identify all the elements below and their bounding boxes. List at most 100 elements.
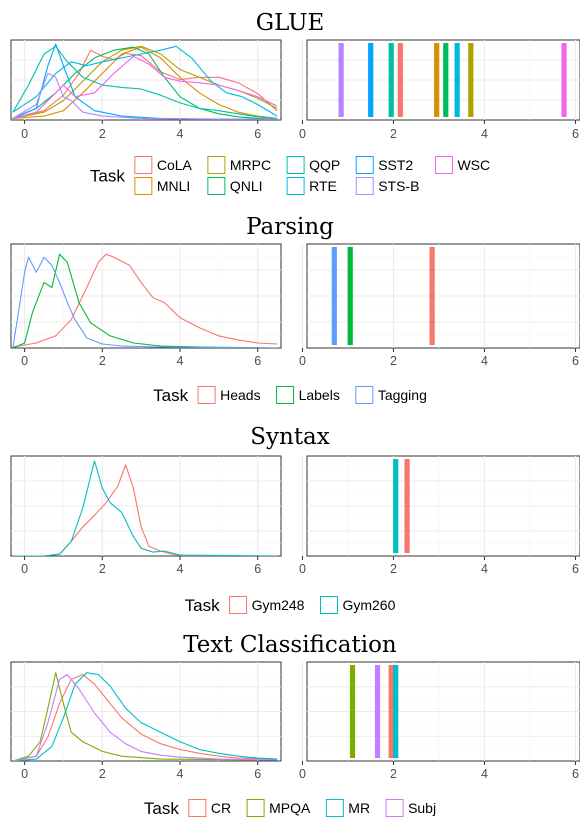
chart-2-rug-gym248 [404,459,410,553]
chart-2-rug-tick-label-4: 4 [481,562,488,576]
chart-1-rug-tick-label-6: 6 [572,354,579,368]
chart-3-density-tick-label-4: 4 [177,767,184,781]
chart-2-legend-title: Task [185,596,220,615]
chart-0-rug-rte [454,43,460,117]
chart-0-rug-panel [301,39,580,121]
chart-3-rug-mr [393,665,399,758]
chart-1-density-tick-label-2: 2 [99,354,106,368]
chart-1-legend-item-tagging: Tagging [355,386,427,404]
chart-0-legend-item-sts-b: STS-B [355,177,419,195]
chart-1-density-tick-label-4: 4 [177,354,184,368]
chart-1-density-tick-label-0: 0 [21,354,28,368]
chart-0-density-cola [12,49,278,119]
chart-0-density-tick-label-2: 2 [99,127,106,141]
chart-0-legend-item-qqp: QQP [286,156,340,174]
chart-1-legend-item-labels: Labels [276,386,340,404]
chart-0-rug-tick-label-2: 2 [390,127,397,141]
chart-2-density-tick-label-2: 2 [99,562,106,576]
chart-3-rug-cr [388,665,394,758]
svg-text:MR: MR [348,800,370,816]
chart-1-legend-title: Task [153,386,188,405]
chart-0-rug-sts-b [338,43,344,117]
chart-0-density-panel [10,39,282,121]
chart-0-rug-mrpc [468,43,474,117]
chart-1-legend-item-heads: Heads [197,386,261,404]
svg-text:MPQA: MPQA [269,800,311,816]
chart-2-legend-item-gym260: Gym260 [319,596,396,614]
chart-0-density-tick-label-6: 6 [254,127,261,141]
svg-text:MNLI: MNLI [157,178,190,194]
chart-0-rug-tick-label-0: 0 [299,127,306,141]
svg-text:CR: CR [211,800,231,816]
chart-3-rug-tick-label-2: 2 [390,767,397,781]
chart-3-density-mpqa [12,672,278,761]
chart-3-legend-item-mr: MR [325,799,370,817]
svg-text:Gym260: Gym260 [342,597,395,613]
chart-0-legend-item-qnli: QNLI [207,177,263,195]
chart-3-legend-title: Task [144,799,179,818]
chart-2-title: Syntax [250,424,330,450]
chart-1-rug-panel [301,243,580,349]
chart-0-density-tick-label-0: 0 [21,127,28,141]
chart-2-rug-gym260 [393,459,399,553]
svg-text:Gym248: Gym248 [252,597,305,613]
chart-0-density-tick-label-4: 4 [177,127,184,141]
chart-1-density-panel [10,243,282,349]
svg-text:Subj: Subj [408,800,436,816]
chart-0-title: GLUE [256,10,325,36]
chart-3-legend-item-cr: CR [188,799,231,817]
chart-1-rug-tick-label-4: 4 [481,354,488,368]
chart-1-rug-labels [347,247,353,345]
chart-0-legend-item-cola: CoLA [134,156,193,174]
chart-3-density-tick-label-2: 2 [99,767,106,781]
chart-2-legend-item-gym248: Gym248 [229,596,305,614]
chart-0-rug-cola [397,43,403,117]
chart-0-rug-tick-label-4: 4 [481,127,488,141]
chart-0-rug-qqp [388,43,394,117]
chart-0-legend-item-mnli: MNLI [134,177,190,195]
chart-1-density-labels [12,253,278,348]
chart-0-legend-item-mrpc: MRPC [207,156,271,174]
chart-1-rug-tick-label-0: 0 [299,354,306,368]
chart-2-rug-tick-label-2: 2 [390,562,397,576]
chart-1-rug-tagging [331,247,337,345]
chart-0-legend-item-rte: RTE [286,177,337,195]
chart-3-density-mr [12,672,278,761]
chart-3-legend-item-subj: Subj [385,799,436,817]
chart-3-density-tick-label-0: 0 [21,767,28,781]
chart-3-density-panel [10,661,282,762]
chart-2-density-panel [10,455,282,557]
chart-2-rug-tick-label-6: 6 [572,562,579,576]
chart-0-rug-mnli [434,43,440,117]
chart-1-rug-tick-label-2: 2 [390,354,397,368]
chart-3-rug-tick-label-0: 0 [299,767,306,781]
svg-text:SST2: SST2 [378,157,413,173]
chart-2-density-tick-label-0: 0 [21,562,28,576]
chart-3-density-cr [12,674,278,761]
chart-3-density-tick-label-6: 6 [254,767,261,781]
chart-0-density-qqp [12,45,278,119]
chart-3-rug-panel [301,661,580,762]
chart-0-rug-qnli [443,43,449,117]
chart-3-rug-tick-label-6: 6 [572,767,579,781]
chart-0-density-rte [12,45,278,117]
chart-0-legend-item-wsc: WSC [434,156,490,174]
chart-0-rug-sst2 [368,43,374,117]
chart-0-rug-wsc [561,43,567,117]
chart-0-legend-title: Task [90,167,125,186]
svg-text:QQP: QQP [309,157,340,173]
chart-2-rug-tick-label-0: 0 [299,562,306,576]
chart-3-density-subj [12,674,278,761]
svg-text:Tagging: Tagging [378,387,427,403]
chart-1-rug-heads [429,247,435,345]
chart-1-density-heads [12,253,278,348]
chart-1-density-tick-label-6: 6 [254,354,261,368]
chart-2-rug-panel [301,455,580,557]
svg-text:RTE: RTE [309,178,337,194]
svg-text:Labels: Labels [299,387,340,403]
chart-0-density-wsc [12,55,278,119]
chart-1-title: Parsing [246,214,334,240]
chart-0-rug-tick-label-6: 6 [572,127,579,141]
chart-2-density-tick-label-4: 4 [177,562,184,576]
svg-text:CoLA: CoLA [157,157,193,173]
